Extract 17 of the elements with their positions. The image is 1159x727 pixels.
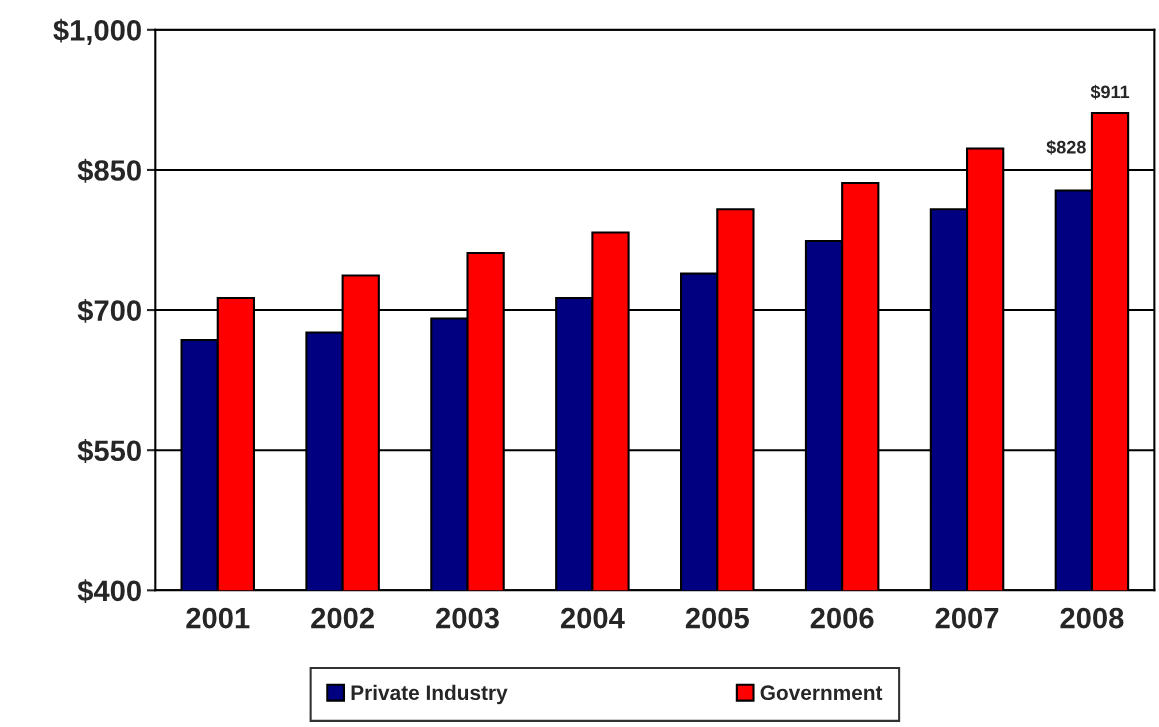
x-tick-label: 2008: [1060, 607, 1124, 629]
y-tick-label: $400: [77, 579, 141, 604]
legend-label: Government: [760, 685, 883, 701]
x-tick-label: 2001: [186, 607, 250, 629]
data-label: $911: [1090, 84, 1130, 100]
y-tick-label: $1,000: [53, 18, 141, 45]
data-label: $828: [1046, 140, 1086, 155]
x-tick-label: 2005: [685, 607, 749, 629]
y-tick-label: $550: [77, 439, 141, 463]
x-tick-label: 2007: [935, 607, 999, 629]
y-tick-label: $700: [77, 298, 141, 323]
y-tick-label: $850: [77, 158, 141, 183]
x-tick-label: 2003: [436, 607, 499, 629]
legend-label: Private Industry: [351, 684, 508, 705]
x-tick-label: 2006: [810, 607, 874, 629]
x-tick-label: 2002: [311, 607, 374, 629]
x-tick-label: 2004: [560, 607, 625, 629]
